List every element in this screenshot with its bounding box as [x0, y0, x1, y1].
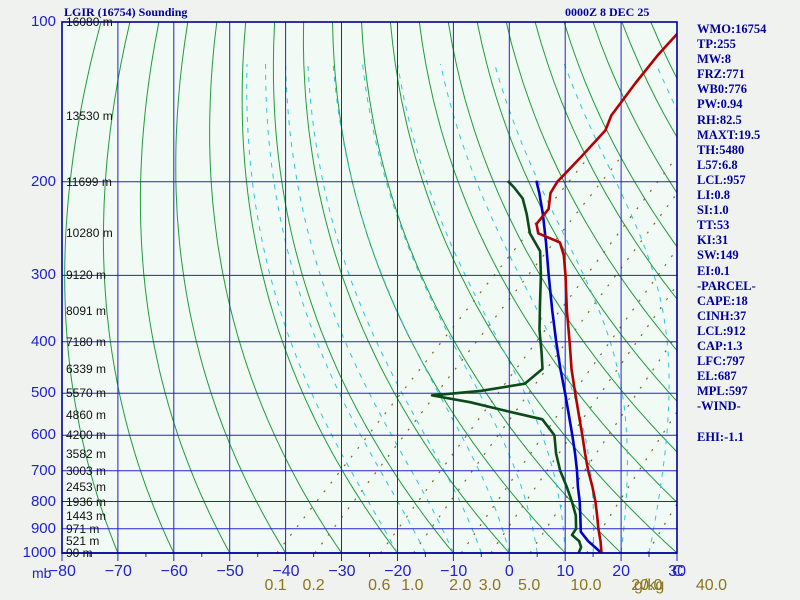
dry-adiabat-lines [64, 22, 677, 553]
mixing-ratio-tick-label: 0.6 [368, 577, 391, 594]
height-label: 90 m [66, 546, 93, 560]
pressure-tick-label: 500 [30, 384, 56, 402]
pressure-tick-label: 800 [30, 492, 56, 510]
index-row: L57:6.8 [697, 157, 738, 172]
temperature-tick-label: −50 [216, 563, 244, 580]
temperature-tick-label: 30 [668, 563, 686, 580]
pressure-tick-label: 600 [30, 426, 56, 444]
height-label: 11699 m [66, 174, 112, 189]
height-label: 4860 m [66, 408, 107, 423]
page-title: LGIR (16754) Sounding [64, 5, 188, 19]
index-row: MAXT:19.5 [697, 127, 761, 142]
mixing-ratio-lines [276, 157, 677, 553]
temperature-tick-label: −20 [384, 563, 412, 580]
height-label: 9120 m [66, 268, 107, 283]
height-label: 1936 m [66, 494, 107, 509]
stability-indices-panel: WMO:16754 TP:255 MW:8 FRZ:771 WB0:776 PW:0.94… [697, 22, 800, 445]
height-label: 13530 m [66, 108, 113, 123]
height-label: 4200 m [66, 428, 107, 443]
index-row: FRZ:771 [697, 67, 745, 82]
pressure-tick-label: 200 [30, 172, 56, 190]
height-label: 8091 m [66, 303, 107, 318]
index-row: EI:0.1 [697, 263, 730, 278]
index-row: TT:53 [697, 218, 730, 233]
mixing-ratio-tick-label: 0.2 [302, 577, 325, 594]
index-row: SI:1.0 [697, 203, 729, 218]
mixing-ratio-tick-label: 5.0 [517, 577, 541, 594]
height-label: 3003 m [66, 463, 107, 478]
temperature-unit-label: C [672, 563, 684, 580]
height-label: 521 m [66, 534, 100, 549]
temperature-tick-label: 20 [612, 563, 631, 580]
temperature-tick-label: −10 [440, 563, 468, 580]
temperature-tick-label: 10 [556, 563, 575, 580]
sounding-curves [430, 32, 677, 553]
height-label: 3582 m [66, 446, 107, 461]
pressure-tick-label: 300 [30, 266, 56, 284]
pressure-tick-label: 900 [30, 519, 56, 537]
sounding-time: 0000Z 8 DEC 25 [565, 5, 650, 19]
mixing-ratio-tick-label: 2.0 [449, 577, 472, 594]
temperature-tick-label: 0 [504, 563, 514, 580]
index-row: CAPE:18 [697, 293, 748, 308]
height-label: 10280 m [66, 226, 113, 241]
temperature-tick-label: −30 [328, 563, 356, 580]
height-label: 1443 m [66, 508, 107, 523]
index-row: CINH:37 [697, 308, 747, 323]
index-row: MPL:597 [697, 384, 748, 399]
index-row: EL:687 [697, 369, 737, 384]
temperature-tick-label: −80 [48, 563, 76, 580]
index-row: TP:255 [697, 37, 736, 52]
index-row: WB0:776 [697, 82, 747, 97]
pressure-tick-label: 1000 [22, 544, 56, 561]
mixing-ratio-tick-label: 20.0 [631, 577, 663, 594]
index-row: -PARCEL- [697, 278, 756, 293]
index-row: MW:8 [697, 52, 732, 67]
index-row: RH:82.5 [697, 112, 742, 127]
index-row: TH:5480 [697, 142, 745, 157]
plot-frame [61, 21, 678, 554]
height-label: 5570 m [66, 386, 107, 401]
temperature-tick-label: −60 [160, 563, 188, 580]
index-row: SW:149 [697, 248, 739, 263]
temperature-tick-label: −70 [104, 563, 132, 580]
height-label: 7180 m [66, 334, 107, 349]
index-row: CAP:1.3 [697, 338, 743, 353]
pressure-unit-label: mb [32, 565, 52, 581]
moist-adiabat-lines [246, 63, 677, 553]
index-row: -WIND- [697, 399, 741, 414]
index-row: PW:0.94 [697, 97, 743, 112]
index-row: KI:31 [697, 233, 729, 248]
index-row: LCL:912 [697, 323, 746, 338]
height-label: 16080 m [66, 15, 113, 29]
index-row: LFC:797 [697, 354, 745, 369]
mixing-ratio-tick-label: 0.1 [264, 577, 287, 594]
height-label: 971 m [66, 521, 100, 536]
temperature-tick-label: −40 [272, 563, 300, 580]
index-row: LCL:957 [697, 172, 746, 187]
height-label: 6339 m [66, 361, 107, 376]
mixing-ratio-tick-label: 10.0 [570, 577, 602, 594]
mixing-ratio-unit-label: g/kg [634, 577, 665, 594]
index-row: EHI:-1.1 [697, 429, 744, 444]
index-row: LI:0.8 [697, 188, 730, 203]
mixing-ratio-tick-label: 3.0 [478, 577, 501, 594]
pressure-tick-label: 100 [30, 13, 56, 30]
pressure-tick-label: 700 [30, 461, 56, 479]
pressure-tick-label: 400 [30, 332, 56, 350]
mixing-ratio-tick-label: 40.0 [695, 577, 728, 594]
index-row: WMO:16754 [697, 22, 767, 36]
index-spacer [697, 414, 800, 429]
height-label: 2453 m [66, 479, 107, 494]
mixing-ratio-tick-label: 1.0 [401, 577, 424, 594]
